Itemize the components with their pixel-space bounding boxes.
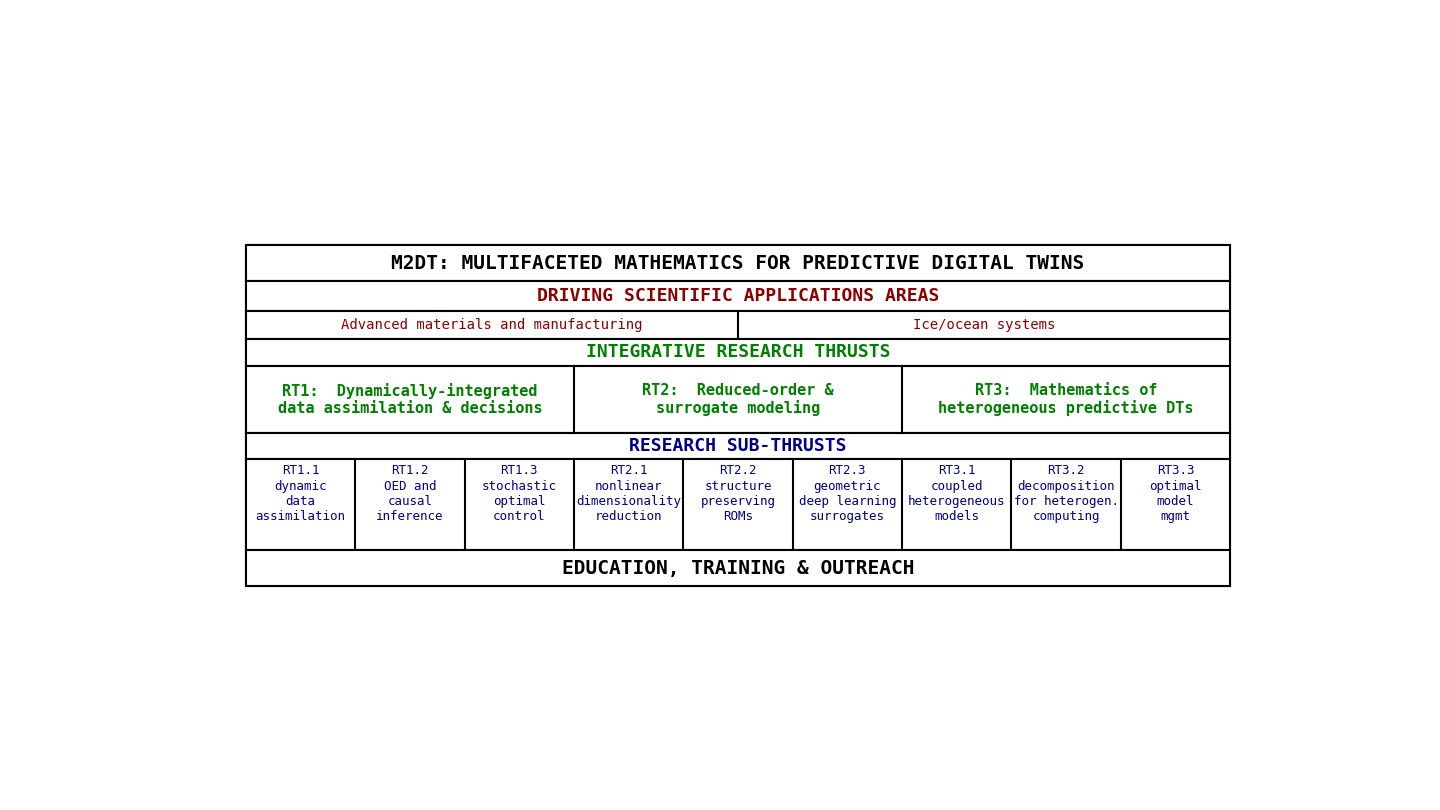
Bar — [246, 245, 1230, 281]
Text: RT1:  Dynamically-integrated
data assimilation & decisions: RT1: Dynamically-integrated data assimil… — [278, 383, 543, 416]
Text: computing: computing — [1032, 509, 1100, 522]
Bar — [246, 459, 1230, 550]
Text: OED and: OED and — [383, 480, 436, 493]
Bar — [246, 281, 1230, 310]
Text: coupled: coupled — [930, 480, 984, 493]
Text: dynamic: dynamic — [274, 480, 327, 493]
Text: RT2:  Reduced-order &
surrogate modeling: RT2: Reduced-order & surrogate modeling — [642, 383, 834, 416]
Text: optimal: optimal — [492, 495, 546, 508]
Text: mgmt: mgmt — [1161, 509, 1191, 522]
Bar — [246, 245, 1230, 586]
Text: EDUCATION, TRAINING & OUTREACH: EDUCATION, TRAINING & OUTREACH — [562, 559, 914, 578]
Bar — [246, 366, 1230, 433]
Text: INTEGRATIVE RESEARCH THRUSTS: INTEGRATIVE RESEARCH THRUSTS — [586, 343, 890, 361]
Bar — [246, 433, 1230, 459]
Text: optimal: optimal — [1149, 480, 1202, 493]
Text: heterogeneous: heterogeneous — [909, 495, 1005, 508]
Text: Ice/ocean systems: Ice/ocean systems — [913, 318, 1056, 331]
Text: causal: causal — [387, 495, 432, 508]
Text: RT2.1: RT2.1 — [611, 464, 648, 477]
Text: M2DT: MULTIFACETED MATHEMATICS FOR PREDICTIVE DIGITAL TWINS: M2DT: MULTIFACETED MATHEMATICS FOR PREDI… — [392, 254, 1084, 273]
Text: RT3.1: RT3.1 — [937, 464, 975, 477]
Text: RESEARCH SUB-THRUSTS: RESEARCH SUB-THRUSTS — [629, 437, 847, 455]
Text: assimilation: assimilation — [255, 509, 346, 522]
Bar — [246, 550, 1230, 586]
Text: structure: structure — [704, 480, 772, 493]
Text: RT3.2: RT3.2 — [1047, 464, 1084, 477]
Text: RT1.3: RT1.3 — [501, 464, 539, 477]
Text: data: data — [285, 495, 315, 508]
Text: stochastic: stochastic — [482, 480, 557, 493]
Text: reduction: reduction — [595, 509, 662, 522]
Text: decomposition: decomposition — [1017, 480, 1115, 493]
Text: ROMs: ROMs — [723, 509, 753, 522]
Bar — [246, 310, 1230, 339]
Text: geometric: geometric — [814, 480, 881, 493]
Text: inference: inference — [376, 509, 444, 522]
Bar — [246, 339, 1230, 366]
Text: for heterogen.: for heterogen. — [1014, 495, 1119, 508]
Text: DRIVING SCIENTIFIC APPLICATIONS AREAS: DRIVING SCIENTIFIC APPLICATIONS AREAS — [537, 287, 939, 305]
Text: RT3.3: RT3.3 — [1156, 464, 1194, 477]
Text: deep learning: deep learning — [799, 495, 896, 508]
Text: nonlinear: nonlinear — [595, 480, 662, 493]
Text: model: model — [1156, 495, 1194, 508]
Text: control: control — [492, 509, 546, 522]
Text: RT1.1: RT1.1 — [282, 464, 320, 477]
Text: RT1.2: RT1.2 — [392, 464, 429, 477]
Text: RT3:  Mathematics of
heterogeneous predictive DTs: RT3: Mathematics of heterogeneous predic… — [939, 383, 1194, 416]
Text: preserving: preserving — [700, 495, 776, 508]
Text: surrogates: surrogates — [809, 509, 884, 522]
Text: dimensionality: dimensionality — [576, 495, 681, 508]
Text: RT2.3: RT2.3 — [828, 464, 865, 477]
Text: Advanced materials and manufacturing: Advanced materials and manufacturing — [341, 318, 642, 331]
Text: models: models — [935, 509, 979, 522]
Text: RT2.2: RT2.2 — [719, 464, 757, 477]
